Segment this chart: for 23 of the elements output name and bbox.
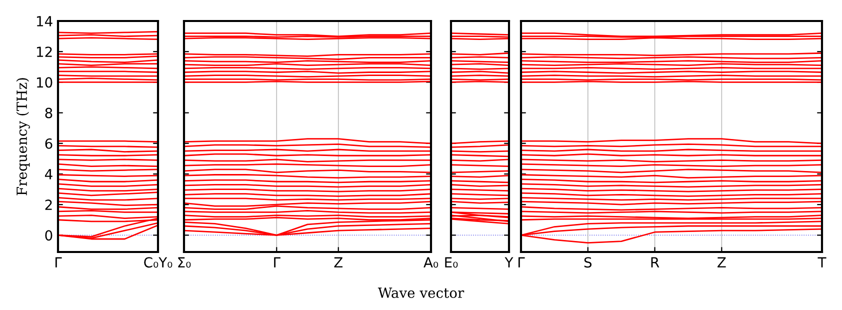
y-tick-label: 10 — [36, 77, 52, 88]
y-tick-label: 12 — [36, 46, 52, 57]
x-tick-label: T — [818, 257, 826, 268]
x-tick-label: S — [584, 257, 592, 268]
x-tick-label: Γ — [274, 257, 280, 268]
y-axis-title: Frequency (THz) — [16, 78, 30, 196]
y-tick-label: 4 — [44, 169, 52, 180]
y-tick-label: 2 — [45, 200, 52, 210]
y-tick-label: 6 — [45, 138, 52, 149]
x-tick-label: A₀ — [424, 257, 438, 268]
x-tick-label: Y — [504, 257, 514, 268]
x-tick-label: Γ — [55, 257, 62, 268]
x-tick-label: Z — [334, 257, 343, 268]
x-tick-label: C₀Y₀ — [144, 257, 172, 268]
x-tick-label: Z — [718, 257, 726, 268]
y-tick-label: 8 — [45, 108, 52, 118]
y-tick-label: 14 — [36, 16, 52, 26]
x-axis-title: Wave vector — [378, 288, 464, 298]
x-tick-label: Γ — [518, 257, 525, 268]
x-tick-label: Σ₀ — [178, 257, 191, 268]
y-tick-label: 0 — [45, 230, 52, 241]
x-tick-label: R — [651, 257, 660, 268]
x-tick-label: E₀ — [445, 257, 458, 268]
